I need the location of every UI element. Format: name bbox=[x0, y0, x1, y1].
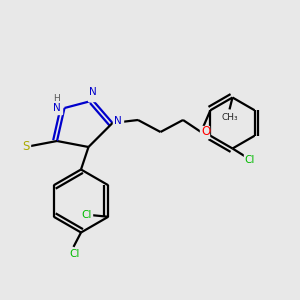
Text: N: N bbox=[89, 87, 97, 97]
Bar bbox=[52, 102, 62, 114]
Bar bbox=[70, 248, 80, 259]
Text: H: H bbox=[54, 94, 60, 103]
Bar bbox=[52, 92, 62, 103]
Bar bbox=[200, 126, 209, 138]
Text: O: O bbox=[201, 125, 210, 138]
Text: Cl: Cl bbox=[81, 210, 91, 220]
Text: N: N bbox=[114, 116, 122, 127]
Bar bbox=[113, 116, 123, 127]
Text: Cl: Cl bbox=[70, 249, 80, 260]
Bar bbox=[21, 141, 30, 153]
Bar bbox=[82, 210, 92, 221]
Text: CH₃: CH₃ bbox=[221, 112, 238, 122]
Text: N: N bbox=[53, 103, 61, 113]
Bar bbox=[244, 153, 254, 165]
Text: Cl: Cl bbox=[245, 154, 255, 165]
Bar bbox=[225, 110, 234, 122]
Bar bbox=[88, 89, 98, 101]
Text: S: S bbox=[22, 140, 29, 154]
